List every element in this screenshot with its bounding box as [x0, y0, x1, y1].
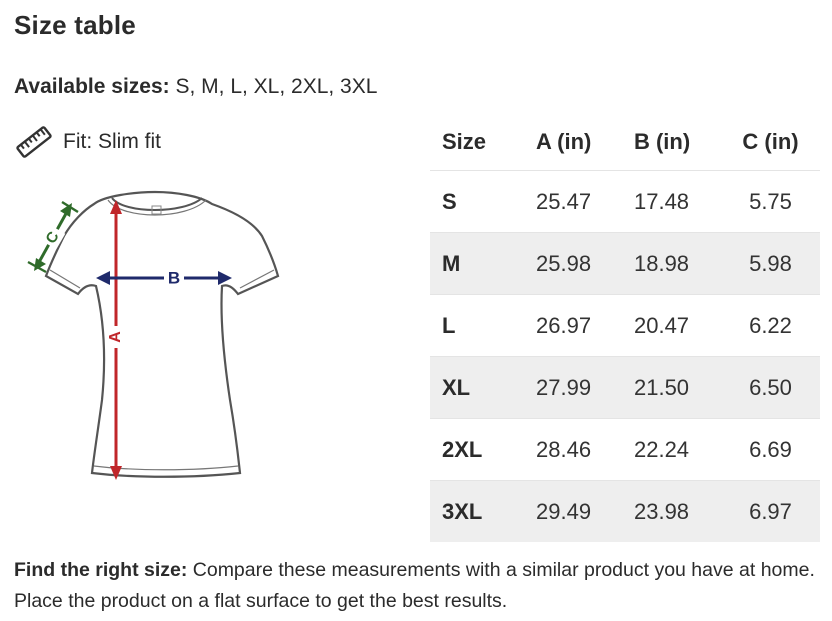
size-guide-tip-text: Compare these measurements with a simila… — [14, 559, 815, 612]
measure-b-cell: 20.47 — [621, 294, 721, 357]
tshirt-collar — [111, 197, 203, 211]
page-title: Size table — [14, 10, 136, 40]
measure-c-cell: 6.97 — [720, 480, 820, 542]
measure-c-cell: 6.50 — [720, 356, 820, 419]
available-sizes-value: S, M, L, XL, 2XL, 3XL — [169, 75, 378, 98]
measure-b-cell: 23.98 — [621, 480, 721, 542]
measure-c-cell: 6.22 — [720, 294, 820, 357]
tshirt-measurement-diagram: A B C — [27, 190, 280, 480]
measure-b-cell: 22.24 — [621, 418, 721, 481]
measure-a-cell: 25.47 — [524, 170, 622, 233]
measure-a-cell: 29.49 — [524, 480, 622, 542]
ruler-icon — [16, 126, 52, 158]
table-row: L 26.97 20.47 6.22 — [430, 294, 820, 357]
measure-b-cell: 17.48 — [621, 170, 721, 233]
size-cell: 3XL — [430, 480, 524, 542]
column-header-a: A (in) — [536, 129, 592, 154]
column-header-size: Size — [442, 129, 487, 154]
available-sizes: Available sizes: S, M, L, XL, 2XL, 3XL — [14, 75, 377, 99]
size-cell: XL — [430, 356, 524, 419]
table-row: XL 27.99 21.50 6.50 — [430, 356, 820, 419]
tshirt-outline — [44, 190, 280, 478]
size-cell: L — [430, 294, 524, 357]
fit-text: Fit: Slim fit — [63, 130, 161, 153]
measure-c-cell: 5.98 — [720, 232, 820, 295]
measure-c-cell: 6.69 — [720, 418, 820, 481]
measure-a-cell: 25.98 — [524, 232, 622, 295]
measure-c: C — [27, 200, 79, 274]
tshirt-tag — [151, 205, 162, 215]
measure-a-cell: 27.99 — [524, 356, 622, 419]
label-a: A — [107, 331, 124, 343]
measure-a: A — [107, 200, 124, 480]
measure-a-cell: 28.46 — [524, 418, 622, 481]
fit-info: Fit: Slim fit — [14, 126, 161, 158]
measure-a-cell: 26.97 — [524, 294, 622, 357]
size-cell: S — [430, 170, 524, 233]
table-row: M 25.98 18.98 5.98 — [430, 232, 820, 295]
measure-b-cell: 21.50 — [621, 356, 721, 419]
column-header-b: B (in) — [633, 129, 691, 154]
label-b: B — [168, 268, 180, 287]
measure-c-cell: 5.75 — [720, 170, 820, 233]
measure-b: B — [96, 268, 232, 288]
measure-b-cell: 18.98 — [621, 232, 721, 295]
table-header-row: Size A (in) B (in) C (in) — [430, 114, 820, 171]
size-guide-tip: Find the right size: Compare these measu… — [14, 555, 824, 617]
size-cell: M — [430, 232, 524, 295]
size-guide-tip-label: Find the right size: — [14, 559, 188, 581]
column-header-c: C (in) — [742, 129, 799, 154]
size-cell: 2XL — [430, 418, 524, 481]
table-row: S 25.47 17.48 5.75 — [430, 170, 820, 233]
available-sizes-label: Available sizes: — [14, 75, 170, 98]
table-row: 3XL 29.49 23.98 6.97 — [430, 480, 820, 542]
size-table: Size A (in) B (in) C (in) S 25.47 17.48 … — [430, 114, 820, 542]
table-row: 2XL 28.46 22.24 6.69 — [430, 418, 820, 481]
